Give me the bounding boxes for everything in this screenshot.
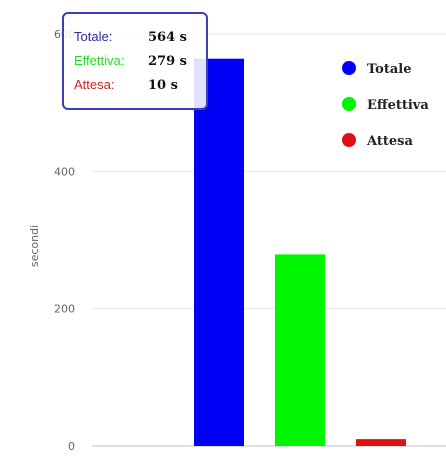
bar-totale[interactable] (194, 58, 244, 446)
tooltip-label: Totale: (74, 29, 113, 44)
tooltip-row-attesa: Attesa: 10 s (74, 73, 206, 97)
tooltip-value: 279 s (148, 54, 187, 69)
tooltip-row-totale: Totale: 564 s (74, 25, 206, 49)
bar-attesa[interactable] (356, 439, 406, 446)
legend-label-effettiva[interactable]: Effettiva (367, 98, 429, 113)
y-tick-label: 0 (68, 440, 75, 453)
tooltip-row-effettiva: Effettiva: 279 s (74, 49, 206, 73)
tooltip-value: 564 s (148, 30, 187, 45)
legend-label-attesa[interactable]: Attesa (366, 134, 413, 149)
tooltip-value: 10 s (148, 78, 178, 93)
tooltip-label: Attesa: (74, 77, 115, 92)
y-axis-title: secondi (28, 225, 41, 267)
bar-effettiva[interactable] (275, 254, 325, 446)
chart-tooltip: Totale: 564 s Effettiva: 279 s Attesa: 1… (62, 12, 208, 110)
y-tick-label: 400 (54, 165, 75, 178)
legend-marker-effettiva[interactable] (342, 97, 356, 111)
y-tick-label: 200 (54, 303, 75, 316)
legend-label-totale[interactable]: Totale (367, 62, 412, 77)
tooltip-label: Effettiva: (74, 53, 125, 68)
legend-marker-totale[interactable] (342, 61, 356, 75)
legend-marker-attesa[interactable] (342, 133, 356, 147)
